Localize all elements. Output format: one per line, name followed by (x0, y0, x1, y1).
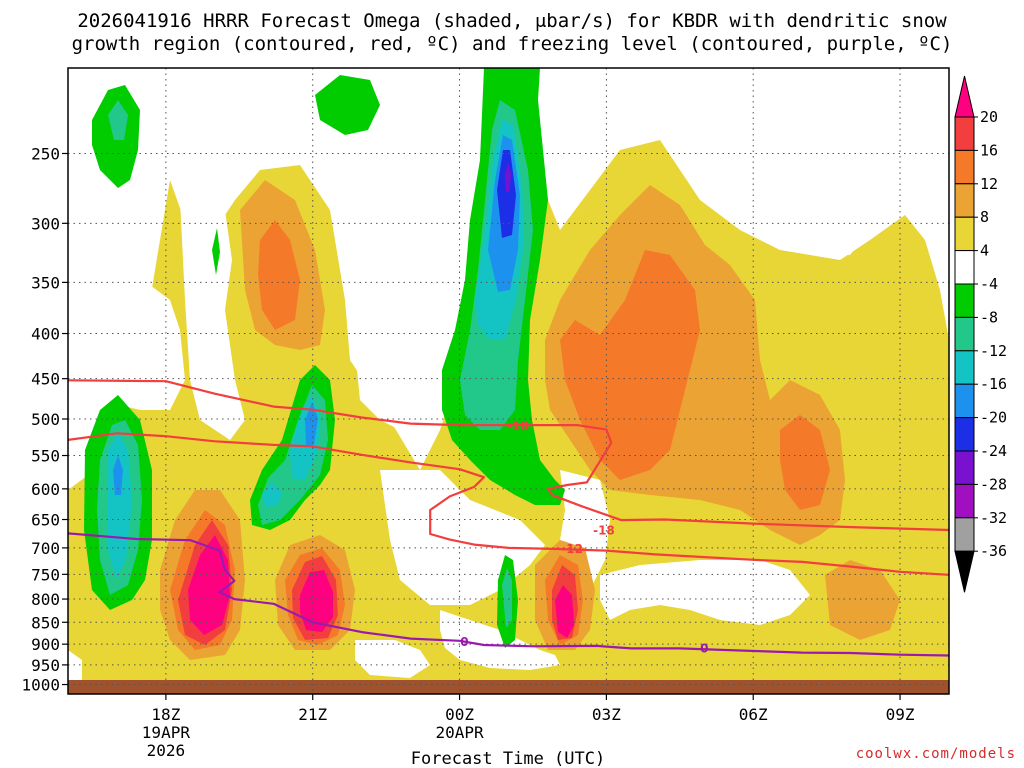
contour-label: -18 (507, 419, 529, 433)
omega-region-gt-20 (555, 585, 574, 638)
colorbar-swatch (954, 483, 975, 519)
x-tick-label: 09Z (886, 705, 915, 724)
colorbar-label: 4 (980, 242, 989, 260)
y-tick-label: 400 (31, 325, 60, 344)
omega-region-neutral (440, 610, 560, 670)
contour-lines (68, 379, 949, 657)
omega-region-neg16-neg20 (305, 402, 318, 445)
y-tick-label: 750 (31, 565, 60, 584)
omega-region-neutral (68, 285, 185, 410)
omega-region-neutral (330, 110, 440, 430)
colorbar-label: -20 (980, 409, 1007, 427)
contour-dgz_bottom (68, 432, 949, 576)
y-tick-label: 1000 (21, 676, 60, 695)
omega-region-neutral (180, 180, 245, 440)
colorbar-swatch (954, 283, 975, 318)
x-axis-title: Forecast Time (UTC) (411, 749, 605, 768)
omega-region-neg8-neg12 (502, 568, 512, 628)
x-tick-year: 2026 (147, 741, 186, 760)
colorbar-label: -28 (980, 475, 1007, 493)
y-tick-label: 850 (31, 613, 60, 632)
contour-dgz_top (68, 379, 949, 532)
colorbar-swatch (954, 350, 975, 385)
colorbar-label: -36 (980, 542, 1007, 560)
colorbar-swatch (954, 450, 975, 485)
colorbar-swatch (954, 316, 975, 352)
ground-surface (68, 680, 949, 694)
colorbar-label: 8 (980, 208, 989, 226)
omega-region-12-16 (560, 250, 700, 480)
contour-freezing_level (68, 532, 949, 657)
y-tick-label: 350 (31, 273, 60, 292)
omega-region-gt-20 (188, 535, 230, 635)
omega-region-neutral (355, 640, 430, 678)
contour-label: -12 (561, 542, 583, 556)
x-tick-label: 00Z (445, 705, 474, 724)
colorbar-label: 12 (980, 175, 998, 193)
omega-region-neg4-neg8 (315, 75, 380, 135)
colorbar-swatch (954, 417, 975, 452)
contour-label: -18 (593, 523, 615, 537)
plot-frame (67, 67, 950, 695)
omega-region-gt-20 (300, 570, 333, 632)
y-tick-label: 450 (31, 370, 60, 389)
y-tick-label: 300 (31, 214, 60, 233)
x-tick-date: 20APR (435, 723, 484, 742)
colorbar-swatch (954, 75, 975, 118)
omega-region-neg16-neg20 (113, 455, 123, 495)
omega-region-neg12-neg16 (262, 482, 282, 507)
x-tick-label: 18Z (151, 705, 180, 724)
colorbar-label: 20 (980, 108, 998, 126)
y-axis: 250 300 350 400 450 500 550 600 650 700 750 800 850 9… (21, 144, 68, 695)
omega-region-8-12 (825, 560, 900, 640)
colorbar-label: -32 (980, 509, 1007, 527)
x-tick-label: 03Z (592, 705, 621, 724)
colorbar-swatch (954, 116, 975, 151)
y-tick-label: 600 (31, 480, 60, 499)
y-tick-label: 900 (31, 635, 60, 654)
omega-region-12-16 (780, 415, 830, 510)
colorbar-swatch (954, 250, 975, 285)
contour-label: 0 (700, 642, 708, 656)
y-tick-label: 800 (31, 590, 60, 609)
chart-subtitle: growth region (contoured, red, ºC) and f… (71, 33, 953, 55)
y-tick-label: 700 (31, 539, 60, 558)
x-tick-label: 06Z (739, 705, 768, 724)
omega-region-neutral (600, 560, 810, 625)
source-credit: coolwx.com/models (855, 746, 1016, 762)
colorbar-label: -12 (980, 342, 1007, 360)
contour-label: 0 (460, 635, 468, 649)
colorbar-swatch (954, 183, 975, 218)
colorbar-swatch (954, 216, 975, 252)
colorbar-swatch (954, 383, 975, 419)
omega-region-neg20-neg24 (497, 150, 516, 238)
y-tick-label: 250 (31, 144, 60, 163)
x-tick-label: 21Z (298, 705, 327, 724)
colorbar-swatch (954, 149, 975, 185)
colorbar: 20 16 12 8 4 -4 -8 -12 -16 -20 -24 -28 -32 -36 (954, 75, 1007, 593)
chart-title: 2026041916 HRRR Forecast Omega (shaded, … (77, 10, 947, 32)
colorbar-swatch (954, 550, 975, 593)
y-tick-label: 550 (31, 447, 60, 466)
omega-region-neg8-neg12 (108, 100, 128, 140)
colorbar-label: 16 (980, 141, 998, 159)
omega-region-neutral (540, 68, 949, 280)
colorbar-label: -8 (980, 308, 998, 326)
colorbar-label: -4 (980, 275, 998, 293)
omega-shading (68, 68, 949, 694)
x-tick-date: 19APR (142, 723, 191, 742)
y-tick-label: 650 (31, 511, 60, 530)
omega-region-neg4-neg8 (212, 228, 220, 275)
omega-region-12-16 (258, 220, 300, 330)
colorbar-label: -16 (980, 375, 1007, 393)
y-tick-label: 950 (31, 656, 60, 675)
omega-region-neg24-neg28 (505, 162, 511, 192)
contour-labels: -18 -18 -12 0 0 (460, 419, 708, 655)
y-tick-label: 500 (31, 410, 60, 429)
colorbar-label: -24 (980, 442, 1007, 460)
colorbar-swatch (954, 517, 975, 552)
